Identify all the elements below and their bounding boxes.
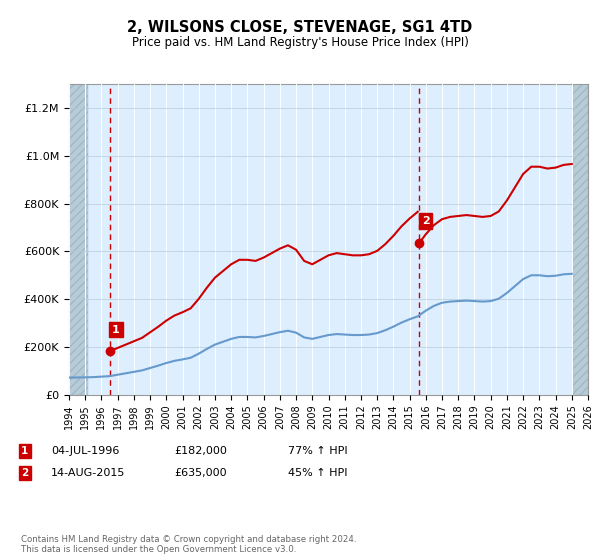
Text: 1: 1	[112, 325, 120, 334]
Text: 77% ↑ HPI: 77% ↑ HPI	[288, 446, 347, 456]
Text: 2: 2	[422, 216, 430, 226]
Text: 45% ↑ HPI: 45% ↑ HPI	[288, 468, 347, 478]
Bar	[574, 84, 588, 395]
Text: 2: 2	[21, 468, 28, 478]
Text: 2, WILSONS CLOSE, STEVENAGE, SG1 4TD: 2, WILSONS CLOSE, STEVENAGE, SG1 4TD	[127, 20, 473, 35]
Text: Contains HM Land Registry data © Crown copyright and database right 2024.
This d: Contains HM Land Registry data © Crown c…	[21, 535, 356, 554]
Bar	[69, 84, 88, 395]
Text: 14-AUG-2015: 14-AUG-2015	[51, 468, 125, 478]
Text: 04-JUL-1996: 04-JUL-1996	[51, 446, 119, 456]
Text: Price paid vs. HM Land Registry's House Price Index (HPI): Price paid vs. HM Land Registry's House …	[131, 36, 469, 49]
Text: 1: 1	[21, 446, 28, 456]
Text: £182,000: £182,000	[174, 446, 227, 456]
Text: £635,000: £635,000	[174, 468, 227, 478]
